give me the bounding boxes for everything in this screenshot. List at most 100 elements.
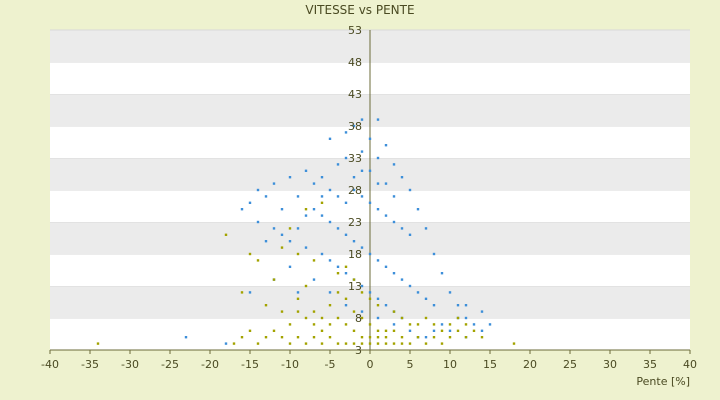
data-point xyxy=(344,233,348,236)
data-point xyxy=(376,208,380,211)
data-point xyxy=(368,342,372,345)
data-point xyxy=(288,265,292,268)
data-point xyxy=(288,227,292,230)
data-point xyxy=(352,124,356,128)
data-point xyxy=(440,342,444,345)
data-point xyxy=(368,323,372,326)
data-point xyxy=(352,240,356,243)
data-point xyxy=(336,195,340,198)
data-point xyxy=(392,195,396,198)
data-point xyxy=(432,329,436,332)
data-point xyxy=(352,188,356,192)
data-point xyxy=(472,323,476,326)
data-point xyxy=(368,336,372,339)
data-point xyxy=(408,342,412,345)
data-point xyxy=(384,144,388,147)
data-point xyxy=(368,291,372,294)
data-point xyxy=(344,297,348,300)
x-tick-label: -40 xyxy=(41,358,59,371)
y-tick-label: 48 xyxy=(348,56,362,69)
data-point xyxy=(368,169,372,172)
data-point xyxy=(512,342,516,345)
data-point xyxy=(320,201,324,204)
y-tick-label: 13 xyxy=(348,280,362,293)
x-axis-label: Pente [%] xyxy=(636,375,690,388)
data-point xyxy=(408,284,412,288)
data-point xyxy=(360,150,364,153)
x-tick-label: 10 xyxy=(443,358,457,371)
data-point xyxy=(368,252,372,256)
data-point xyxy=(264,240,268,243)
data-point xyxy=(336,272,340,275)
x-tick-label: 20 xyxy=(523,358,537,371)
x-tick-label: -5 xyxy=(325,358,336,371)
data-point xyxy=(440,323,444,326)
y-tick-label: 3 xyxy=(355,344,362,357)
data-point xyxy=(360,195,364,198)
data-point xyxy=(424,336,428,339)
data-point xyxy=(328,304,332,307)
data-point xyxy=(256,342,260,345)
data-point xyxy=(224,342,228,345)
data-point xyxy=(336,163,340,166)
data-point xyxy=(376,259,380,262)
data-point xyxy=(296,195,300,198)
data-point xyxy=(344,265,348,268)
data-point xyxy=(472,329,476,332)
data-point xyxy=(328,137,332,140)
data-point xyxy=(432,304,436,307)
x-tick-label: -35 xyxy=(81,358,99,371)
data-point xyxy=(392,329,396,332)
data-point xyxy=(184,336,188,339)
data-point xyxy=(288,176,292,179)
data-point xyxy=(448,291,452,294)
data-point xyxy=(344,342,348,345)
data-point xyxy=(384,265,388,268)
data-point xyxy=(432,336,436,339)
data-point xyxy=(392,272,396,275)
data-point xyxy=(296,336,300,339)
data-point xyxy=(432,323,436,326)
data-point xyxy=(232,342,236,345)
x-axis: -40 -35 -30 -25 -20 -15 -10 -5 0 5 10 15 20 25 30 35 40 xyxy=(41,350,697,371)
data-point xyxy=(392,163,396,166)
data-point xyxy=(352,342,356,345)
data-point xyxy=(336,291,340,294)
data-point xyxy=(408,188,412,192)
data-point xyxy=(280,246,284,249)
data-point xyxy=(336,342,340,345)
data-point xyxy=(456,304,460,307)
data-point xyxy=(248,291,252,294)
data-point xyxy=(464,316,468,320)
data-point xyxy=(416,323,420,326)
data-point xyxy=(296,310,300,313)
data-point xyxy=(312,336,316,339)
data-point xyxy=(320,214,324,217)
data-point xyxy=(264,336,268,339)
data-point xyxy=(304,214,308,217)
data-point xyxy=(376,329,380,332)
data-point xyxy=(344,272,348,275)
data-point xyxy=(392,323,396,326)
data-point xyxy=(400,278,404,281)
data-point xyxy=(328,291,332,294)
data-point xyxy=(464,304,468,307)
data-point xyxy=(400,316,404,320)
data-point xyxy=(400,342,404,345)
y-tick-label: 38 xyxy=(348,120,362,133)
data-point xyxy=(304,342,308,345)
data-point xyxy=(360,246,364,249)
data-point xyxy=(304,246,308,249)
data-point xyxy=(336,265,340,268)
x-tick-label: -30 xyxy=(121,358,139,371)
data-point xyxy=(352,176,356,179)
data-point xyxy=(248,252,252,256)
data-point xyxy=(376,304,380,307)
data-point xyxy=(96,342,100,345)
data-point xyxy=(336,227,340,230)
x-tick-label: 5 xyxy=(407,358,414,371)
y-tick-label: 33 xyxy=(348,152,362,165)
data-point xyxy=(240,208,244,211)
data-point xyxy=(360,310,364,313)
